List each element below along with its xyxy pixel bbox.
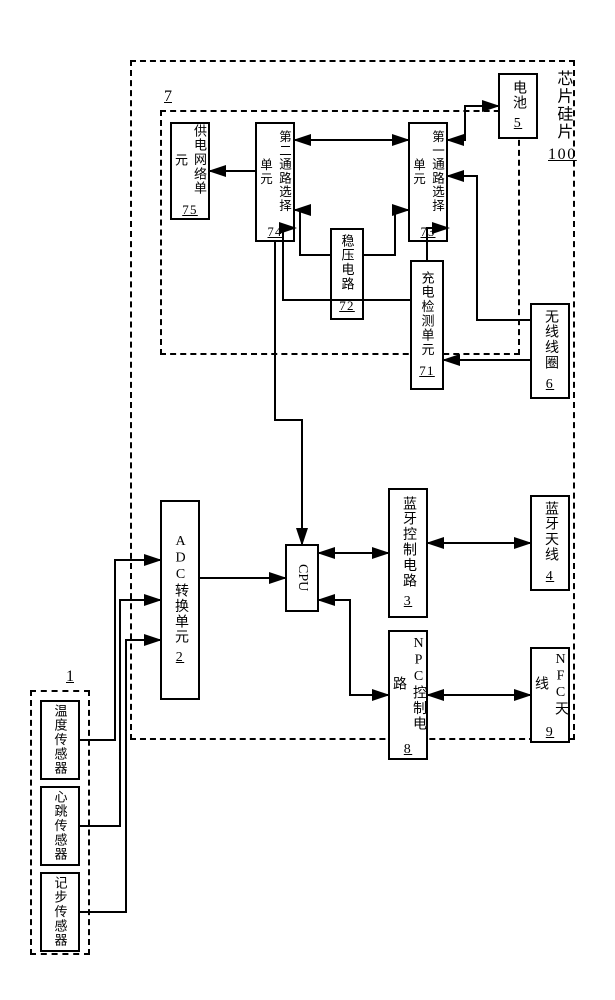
chip-label: 芯片硅片 100	[548, 70, 577, 164]
chgdet-label-text: 充电检测单元	[418, 271, 437, 357]
chgdet-label: 充电检测单元 71	[418, 271, 437, 379]
coil-ref: 6	[546, 377, 554, 393]
bt-ctrl-label-text: 蓝牙控制电路	[398, 496, 418, 588]
sensor-step: 记步传感器	[40, 872, 80, 952]
coil-label: 无线线圈 6	[540, 309, 560, 393]
adc-label: ADC转换单元 2	[170, 534, 190, 667]
bt-ctrl-box: 蓝牙控制电路 3	[388, 488, 428, 618]
bt-ant-box: 蓝牙天线 4	[530, 495, 570, 591]
path1-label-text: 第一通路选择单元	[409, 124, 447, 219]
bt-ant-label-text: 蓝牙天线	[540, 501, 560, 563]
sensor-temp: 温度传感器	[40, 700, 80, 780]
nfc-ctrl-label: NPC控制电路 8	[388, 632, 428, 758]
psu-label: 供电网络单元 75	[171, 124, 209, 218]
cpu-label: CPU	[294, 564, 310, 591]
bt-ctrl-ref: 3	[404, 594, 412, 610]
chip-ref: 100	[548, 146, 577, 164]
coil-box: 无线线圈 6	[530, 303, 570, 399]
nfc-ant-box: NFC天线 9	[530, 647, 570, 743]
coil-label-text: 无线线圈	[540, 309, 560, 371]
vreg-box: 稳压电路 72	[330, 228, 364, 320]
nfc-ctrl-box: NPC控制电路 8	[388, 630, 428, 760]
battery-label: 电池 5	[508, 80, 528, 133]
chgdet-box: 充电检测单元 71	[410, 260, 444, 390]
path2-label-text: 第二通路选择单元	[256, 124, 294, 219]
cpu-box: CPU	[285, 544, 319, 612]
battery-label-text: 电池	[508, 80, 528, 111]
battery-ref: 5	[514, 116, 522, 132]
pmu-ref: 7	[164, 88, 172, 106]
vreg-label-text: 稳压电路	[338, 234, 357, 291]
path2-label: 第二通路选择单元 74	[256, 124, 294, 240]
sensor-step-label: 记步传感器	[51, 876, 70, 948]
psu-label-text: 供电网络单元	[171, 124, 209, 196]
sensor-temp-label: 温度传感器	[51, 704, 70, 776]
nfc-ctrl-label-text: NPC控制电路	[388, 632, 428, 736]
nfc-ant-label-text: NFC天线	[530, 649, 570, 719]
bt-ant-ref: 4	[546, 569, 554, 585]
bt-ctrl-label: 蓝牙控制电路 3	[398, 496, 418, 610]
battery-box: 电池 5	[498, 73, 538, 139]
nfc-ctrl-ref: 8	[404, 742, 412, 758]
vreg-ref: 72	[339, 298, 355, 314]
path1-ref: 73	[421, 225, 436, 240]
nfc-ant-label: NFC天线 9	[530, 649, 570, 741]
vreg-label: 稳压电路 72	[338, 234, 357, 313]
adc-box: ADC转换单元 2	[160, 500, 200, 700]
adc-ref: 2	[176, 650, 184, 666]
bt-ant-label: 蓝牙天线 4	[540, 501, 560, 585]
path1-label: 第一通路选择单元 73	[409, 124, 447, 240]
path2-ref: 74	[268, 225, 283, 240]
sensor-hr: 心跳传感器	[40, 786, 80, 866]
path2-box: 第二通路选择单元 74	[255, 122, 295, 242]
sensors-ref: 1	[66, 668, 74, 686]
psu-box: 供电网络单元 75	[170, 122, 210, 220]
chgdet-ref: 71	[419, 363, 435, 379]
sensor-hr-label: 心跳传感器	[51, 790, 70, 862]
psu-ref: 75	[182, 202, 198, 218]
path1-box: 第一通路选择单元 73	[408, 122, 448, 242]
adc-label-text: ADC转换单元	[170, 534, 190, 645]
chip-label-text: 芯片硅片	[550, 70, 574, 140]
nfc-ant-ref: 9	[546, 725, 554, 741]
